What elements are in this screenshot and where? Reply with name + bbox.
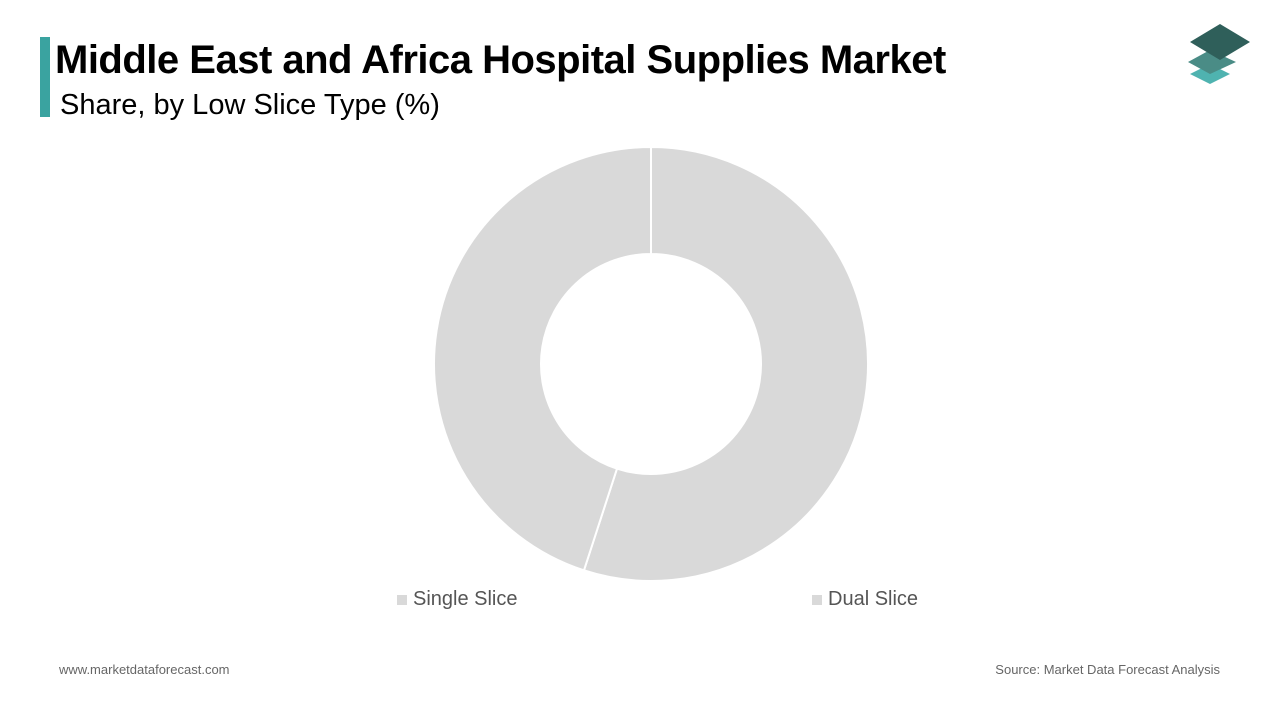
legend-label-single-slice: Single Slice — [413, 588, 518, 610]
legend-item-dual-slice: Dual Slice — [812, 588, 918, 611]
title-accent-bar — [40, 37, 50, 117]
stacked-layers-logo-icon — [1188, 24, 1250, 84]
legend-item-single-slice: Single Slice — [397, 588, 518, 611]
chart-subtitle: Share, by Low Slice Type (%) — [60, 89, 440, 121]
footer-website: www.marketdataforecast.com — [59, 662, 230, 677]
legend-swatch-dual-slice — [812, 594, 822, 605]
logo-layer-top — [1190, 24, 1250, 60]
footer-source: Source: Market Data Forecast Analysis — [995, 662, 1220, 677]
chart-title: Middle East and Africa Hospital Supplies… — [55, 38, 946, 82]
legend-swatch-single-slice — [397, 594, 407, 605]
legend-label-dual-slice: Dual Slice — [828, 588, 919, 610]
logo-layer-middle — [1188, 50, 1236, 74]
donut-slice-dual-slice — [582, 145, 869, 582]
donut-slice-single-slice — [433, 145, 652, 572]
